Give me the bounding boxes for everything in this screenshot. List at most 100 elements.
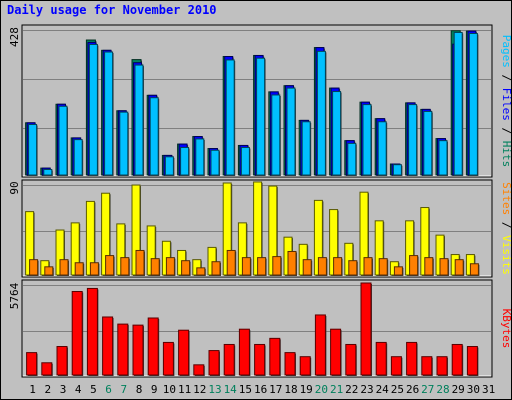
- kbytes-bar-2-body: [41, 362, 53, 376]
- sites-bar-2-body: [44, 266, 54, 276]
- kbytes-bar-26: [406, 341, 418, 376]
- sites-bar-5: [89, 262, 100, 276]
- x-tick-label-5: 5: [90, 383, 97, 396]
- pages-bar-29-body: [453, 31, 463, 176]
- kbytes-bar-28: [436, 356, 448, 376]
- kbytes-bar-1-body: [26, 352, 38, 376]
- kbytes-bar-7: [117, 323, 129, 376]
- sites-bar-28-body: [439, 258, 449, 276]
- panel-2-ymax-label: 90: [8, 181, 21, 194]
- kbytes-bar-9-body: [147, 317, 159, 376]
- pages-bar-13-body: [210, 149, 220, 176]
- sites-bar-22: [348, 260, 358, 276]
- sites-bar-29: [454, 259, 465, 276]
- x-tick-label-18: 18: [284, 383, 297, 396]
- sites-bar-14-body: [226, 249, 236, 276]
- pages-bar-1-body: [28, 124, 38, 176]
- kbytes-bar-30: [466, 346, 479, 376]
- pages-bar-26-body: [408, 104, 418, 176]
- pages-bar-30: [468, 32, 479, 176]
- x-tick-label-29: 29: [452, 383, 465, 396]
- kbytes-bar-4-body: [71, 290, 83, 376]
- pages-bar-24: [377, 121, 388, 176]
- legend-separator: /: [500, 68, 512, 88]
- sites-bar-27: [424, 257, 434, 276]
- kbytes-bar-3: [56, 346, 68, 376]
- x-tick-label-26: 26: [406, 383, 419, 396]
- sites-bar-12-body: [196, 267, 206, 276]
- sites-bar-19: [302, 259, 313, 276]
- pages-bar-17-body: [271, 94, 281, 176]
- kbytes-bar-19: [299, 356, 312, 376]
- pages-bar-11-body: [180, 147, 190, 176]
- x-tick-label-15: 15: [239, 383, 252, 396]
- kbytes-bar-14-body: [223, 343, 235, 376]
- kbytes-bar-18-body: [284, 352, 296, 376]
- pages-bar-30-body: [468, 32, 478, 176]
- x-tick-label-3: 3: [60, 383, 67, 396]
- pages-bar-24-body: [377, 121, 387, 176]
- pages-bar-5-body: [88, 43, 98, 176]
- kbytes-bar-2: [41, 362, 53, 376]
- pages-bar-22: [347, 142, 357, 176]
- pages-bar-3: [58, 105, 68, 176]
- pages-bar-9-body: [149, 97, 159, 176]
- kbytes-bar-27-body: [421, 356, 433, 376]
- sites-bar-2: [44, 266, 54, 276]
- x-tick-label-25: 25: [391, 383, 404, 396]
- sites-bar-17-body: [272, 256, 282, 276]
- sites-bar-1: [29, 259, 39, 276]
- pages-bar-14-body: [225, 59, 235, 176]
- kbytes-bar-12-body: [193, 364, 205, 376]
- pages-bar-7: [119, 111, 129, 176]
- pages-bar-28-body: [438, 140, 448, 176]
- sites-bar-13: [211, 261, 221, 276]
- x-tick-label-12: 12: [193, 383, 206, 396]
- pages-bar-26: [408, 104, 418, 176]
- kbytes-bar-21-body: [330, 328, 342, 376]
- x-tick-label-23: 23: [360, 383, 373, 396]
- sites-bar-19-body: [302, 259, 312, 276]
- pages-bar-2-body: [43, 169, 53, 176]
- kbytes-bar-24: [375, 341, 388, 376]
- sites-bar-3-body: [59, 259, 69, 276]
- kbytes-bar-10: [162, 341, 175, 376]
- kbytes-bar-19-body: [299, 356, 311, 376]
- x-tick-label-7: 7: [120, 383, 127, 396]
- kbytes-bar-3-body: [56, 346, 68, 376]
- pages-bar-15-body: [240, 147, 250, 176]
- kbytes-bar-12: [193, 364, 205, 376]
- kbytes-bar-30-body: [466, 346, 478, 376]
- kbytes-bar-29: [451, 343, 464, 376]
- x-tick-label-4: 4: [75, 383, 82, 396]
- sites-bar-11-body: [181, 260, 191, 276]
- kbytes-bar-11-body: [178, 329, 190, 376]
- pages-bar-10-body: [164, 156, 174, 176]
- pages-bar-17: [271, 94, 281, 176]
- pages-bar-13: [210, 149, 220, 176]
- sites-bar-20: [317, 257, 328, 276]
- kbytes-bar-29-body: [451, 343, 463, 376]
- pages-bar-2: [43, 169, 53, 176]
- pages-bar-6: [104, 51, 114, 177]
- kbytes-bar-9: [147, 317, 160, 376]
- sites-bar-24-body: [378, 258, 388, 276]
- kbytes-bar-17: [269, 337, 281, 376]
- kbytes-bar-25: [390, 356, 403, 376]
- pages-bar-21-body: [332, 91, 342, 176]
- x-tick-label-6: 6: [105, 383, 112, 396]
- sites-bar-23-body: [363, 257, 373, 276]
- x-tick-label-24: 24: [376, 383, 390, 396]
- sites-bar-18-body: [287, 250, 297, 276]
- sites-bar-8: [135, 249, 145, 276]
- sites-bar-16: [257, 257, 267, 276]
- legend-hits: Hits: [500, 141, 512, 168]
- sites-bar-25-body: [393, 266, 403, 276]
- pages-bar-25-body: [392, 164, 402, 176]
- sites-bar-10-body: [165, 257, 175, 276]
- kbytes-bar-7-body: [117, 323, 129, 376]
- x-tick-label-30: 30: [467, 383, 480, 396]
- pages-bar-8-body: [134, 64, 144, 176]
- x-tick-label-10: 10: [163, 383, 176, 396]
- pages-bar-12-body: [195, 138, 205, 176]
